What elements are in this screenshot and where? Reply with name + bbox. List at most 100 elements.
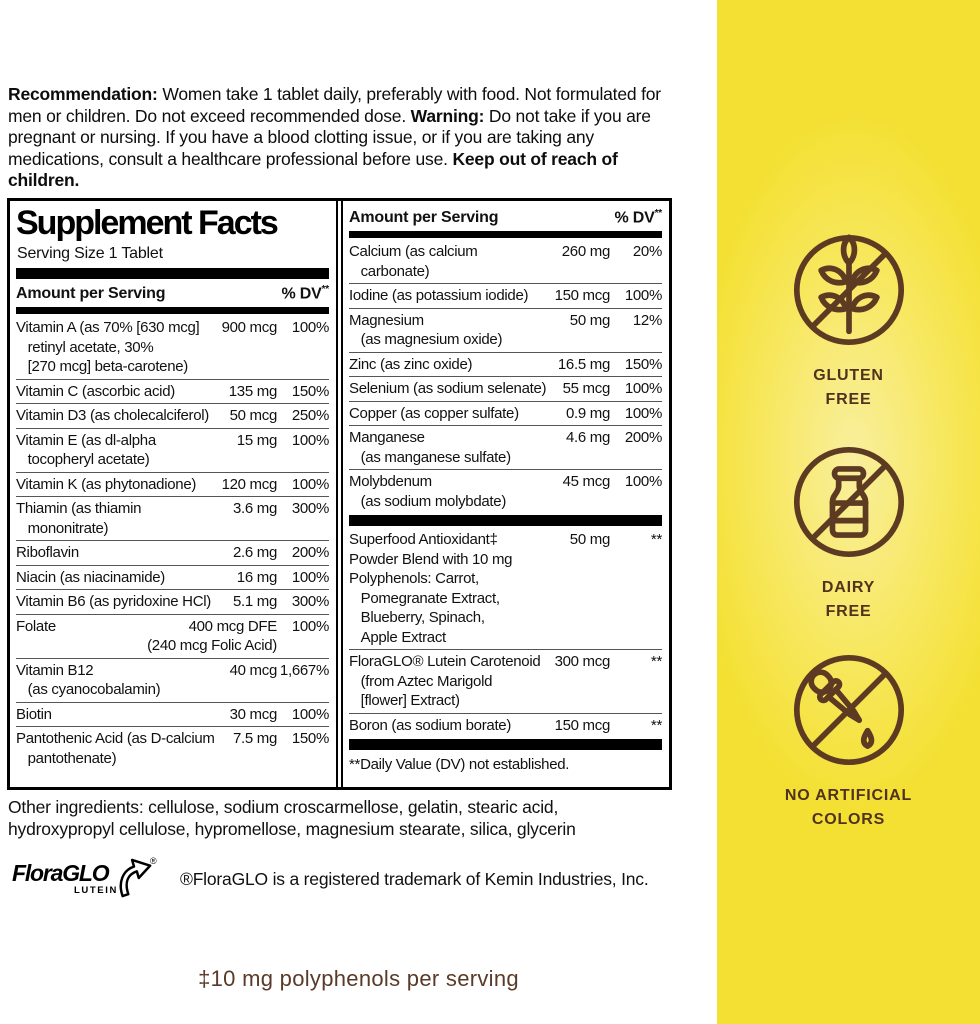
fact-name: Boron (as sodium borate) [349,716,512,734]
dv-footnote: **Daily Value (DV) not established. [349,756,570,774]
gluten-free-badge: GLUTEN FREE [717,228,980,412]
divider-bar [349,231,662,239]
fact-dv: 300% [291,593,329,611]
fact-dv: ** [650,716,662,734]
divider-bar [349,739,662,751]
column-header: Amount per Serving % DV** [349,205,662,230]
fact-row: Molybdenum (as sodium molybdate) 45 mcg 10… [349,469,662,513]
fact-dv: ** [650,531,662,549]
facts-right-column: Amount per Serving % DV** Calcium (as ca… [341,201,669,787]
dairy-free-label: DAIRY FREE [821,579,876,620]
fact-name: Pantothenic Acid (as D-calcium pantothen… [16,730,215,767]
fact-name: Vitamin C (ascorbic acid) [16,382,175,400]
fact-row: Folate 400 mcg DFE (240 mcg Folic Acid) 10… [16,613,329,658]
fact-dv: 200% [291,544,329,562]
floraglo-logo-text: FloraGLO [12,860,110,886]
fact-row: Pantothenic Acid (as D-calcium pantothen… [16,726,329,770]
serving-size: Serving Size 1 Tablet [17,244,163,262]
fact-dv: 100% [291,705,329,723]
fact-dv: 100% [624,380,662,398]
fact-amount: 50 mg [569,311,611,329]
fact-name: Vitamin K (as phytonadione) [16,475,197,493]
fact-dv: 200% [624,429,662,447]
fact-dv: 150% [291,730,329,748]
fact-amount: 45 mcg [562,473,611,491]
fact-name: Thiamin (as thiamin mononitrate) [16,500,142,537]
fact-row: Niacin (as niacinamide) 16 mg 100% [16,564,329,590]
fact-amount: 16 mg [236,568,278,586]
facts-right-rows: Calcium (as calcium carbonate) 260 mg 20% I… [349,240,662,773]
floraglo-logo: FloraGLO LUTEIN ® [12,856,160,902]
fact-dv: 100% [624,287,662,305]
amount-per-serving-label: Amount per Serving [349,209,499,227]
fact-name: Zinc (as zinc oxide) [349,355,473,373]
gluten-free-label: GLUTEN FREE [813,367,884,408]
fact-name: FloraGLO® Lutein Carotenoid (from Aztec … [349,653,541,710]
facts-left-rows: Vitamin A (as 70% [630 mcg] retinyl acet… [16,316,329,770]
fact-amount: 120 mcg [221,475,278,493]
dairy-free-icon [793,446,904,558]
fact-name: Biotin [16,705,52,723]
fact-amount: 2.6 mg [232,544,277,562]
fact-amount: 135 mg [228,382,278,400]
no-artificial-colors-icon [793,654,904,766]
fact-dv: 250% [291,407,329,425]
fact-amount: 30 mcg [229,705,278,723]
fact-row: Iodine (as potassium iodide) 150 mcg 100% [349,283,662,308]
no-artificial-colors-badge: NO ARTIFICIAL COLORS [717,648,980,832]
fact-dv: 20% [632,243,662,261]
fact-row: Vitamin E (as dl-alpha tocopheryl acetat… [16,427,329,472]
fact-amount: 40 mcg [229,661,278,679]
floraglo-trademark-text: ®FloraGLO is a registered trademark of K… [180,868,649,889]
fact-dv: 100% [291,617,329,635]
fact-amount: 260 mg [561,243,611,261]
fact-dv: 150% [624,355,662,373]
fact-name: Copper (as copper sulfate) [349,404,519,422]
fact-row: Vitamin A (as 70% [630 mcg] retinyl acet… [16,316,329,379]
fact-dv: ** [650,653,662,671]
fact-amount: 400 mcg DFE (240 mcg Folic Acid) [147,617,277,655]
fact-dv: 300% [291,500,329,518]
amount-per-serving-label: Amount per Serving [16,285,166,303]
divider-bar [16,307,329,315]
fact-row: Vitamin C (ascorbic acid) 135 mg 150% [16,378,329,404]
recommendation-text: Recommendation: Women take 1 tablet dail… [8,84,661,191]
fact-amount: 5.1 mg [232,593,277,611]
fact-amount: 150 mcg [554,287,611,305]
fact-row: Magnesium (as magnesium oxide) 50 mg 12% [349,307,662,352]
fact-row: Copper (as copper sulfate) 0.9 mg 100% [349,400,662,426]
fact-row: Boron (as sodium borate) 150 mcg ** [349,712,662,738]
percent-dv-label: % DV** [614,208,663,227]
fact-amount: 3.6 mg [232,500,277,518]
fact-name: Folate [16,617,56,635]
fact-name: Superfood Antioxidant‡ Powder Blend with… [349,531,513,646]
fact-amount: 7.5 mg [232,730,277,748]
fact-amount: 300 mcg [554,653,611,671]
badge-strip: GLUTEN FREE DAIRY FREE [717,0,980,1024]
column-header: Amount per Serving % DV** [16,281,329,306]
fact-name: Vitamin A (as 70% [630 mcg] retinyl acet… [16,319,200,376]
fact-name: Niacin (as niacinamide) [16,568,165,586]
fact-row: Selenium (as sodium selenate) 55 mcg 100% [349,376,662,401]
floraglo-trademark-row: FloraGLO LUTEIN ® ®FloraGLO is a registe… [12,856,649,902]
fact-dv: 100% [291,319,329,337]
fact-dv: 100% [291,568,329,586]
dairy-free-badge: DAIRY FREE [717,440,980,624]
polyphenols-footnote: ‡10 mg polyphenols per serving [198,966,519,991]
fact-amount: 50 mg [569,531,611,549]
fact-name: Vitamin D3 (as cholecalciferol) [16,407,210,425]
gluten-free-icon [793,234,904,346]
floraglo-arrow-icon [115,858,153,903]
no-artificial-colors-label: NO ARTIFICIAL COLORS [784,787,913,828]
fact-dv: 100% [624,473,662,491]
other-ingredients-text: Other ingredients: cellulose, sodium cro… [8,797,576,839]
fact-amount: 150 mcg [554,716,611,734]
fact-row: Manganese (as manganese sulfate) 4.6 mg 20… [349,425,662,469]
fact-row: FloraGLO® Lutein Carotenoid (from Aztec … [349,649,662,713]
fact-amount: 15 mg [236,431,278,449]
floraglo-lutein-text: LUTEIN [74,885,118,896]
fact-name: Vitamin B6 (as pyridoxine HCl) [16,593,211,611]
fact-dv: 100% [624,404,662,422]
fact-row: Vitamin B6 (as pyridoxine HCl) 5.1 mg 300% [16,589,329,614]
